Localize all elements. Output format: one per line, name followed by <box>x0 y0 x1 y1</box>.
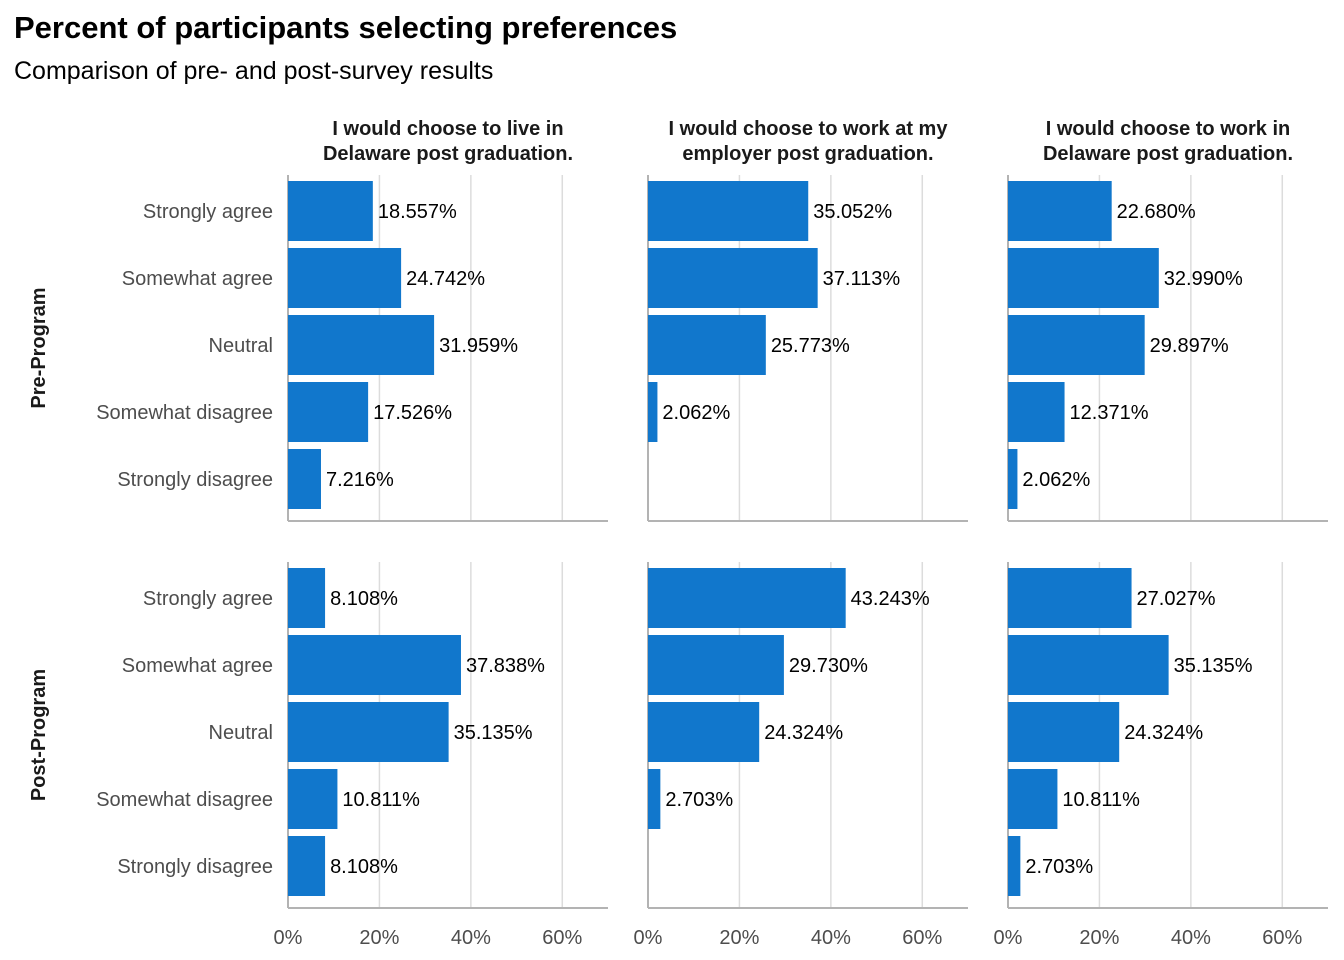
data-label-r0c2-4: 2.062% <box>1022 469 1090 491</box>
x-tick-label-r1c1-3: 60% <box>902 927 942 949</box>
bar-r0c1-3 <box>648 382 658 442</box>
category-label-r0c0-4: Strongly disagree <box>117 469 273 491</box>
data-label-r1c1-2: 24.324% <box>764 722 843 744</box>
bar-r0c2-2 <box>1008 315 1145 375</box>
data-label-r1c2-0: 27.027% <box>1137 588 1216 610</box>
bar-r1c0-4 <box>288 836 326 896</box>
bar-r0c0-3 <box>288 382 369 442</box>
bar-r1c1-1 <box>648 635 784 695</box>
bar-r1c0-0 <box>288 568 326 628</box>
data-label-r1c0-3: 10.811% <box>342 789 420 811</box>
data-label-r1c2-1: 35.135% <box>1174 655 1253 677</box>
data-label-r1c0-2: 35.135% <box>454 722 533 744</box>
data-label-r1c0-4: 8.108% <box>330 856 398 878</box>
bar-r0c2-4 <box>1008 449 1018 509</box>
data-label-r0c1-0: 35.052% <box>813 201 892 223</box>
category-label-r0c0-3: Somewhat disagree <box>96 402 273 424</box>
facet-label-col-1-line2: employer post graduation. <box>682 143 933 165</box>
bar-r1c0-2 <box>288 702 449 762</box>
data-label-r0c2-1: 32.990% <box>1164 268 1243 290</box>
category-label-r0c0-0: Strongly agree <box>143 201 273 223</box>
data-label-r0c0-2: 31.959% <box>439 335 518 357</box>
facet-label-row-0: Pre-Program <box>28 287 50 408</box>
data-label-r0c2-2: 29.897% <box>1150 335 1229 357</box>
x-tick-label-r1c2-0: 0% <box>994 927 1023 949</box>
data-label-r1c2-2: 24.324% <box>1124 722 1203 744</box>
data-label-r1c2-4: 2.703% <box>1025 856 1093 878</box>
bar-r0c0-4 <box>288 449 321 509</box>
category-label-r1c0-2: Neutral <box>209 722 273 744</box>
data-label-r0c0-0: 18.557% <box>378 201 457 223</box>
data-label-r1c1-0: 43.243% <box>851 588 930 610</box>
bar-r0c0-2 <box>288 315 435 375</box>
bar-r1c0-3 <box>288 769 338 829</box>
facet-label-col-0-line1: I would choose to live in <box>332 118 563 140</box>
category-label-r0c0-2: Neutral <box>209 335 273 357</box>
bar-r1c2-4 <box>1008 836 1021 896</box>
category-label-r1c0-3: Somewhat disagree <box>96 789 273 811</box>
data-label-r1c0-1: 37.838% <box>466 655 545 677</box>
x-tick-label-r1c2-2: 40% <box>1171 927 1211 949</box>
data-label-r0c1-1: 37.113% <box>823 268 901 290</box>
facet-label-col-2-line2: Delaware post graduation. <box>1043 143 1293 165</box>
data-label-r0c1-3: 2.062% <box>662 402 730 424</box>
facet-label-col-2-line1: I would choose to work in <box>1046 118 1290 140</box>
x-tick-label-r1c1-0: 0% <box>634 927 663 949</box>
bar-r1c2-0 <box>1008 568 1132 628</box>
category-label-r1c0-1: Somewhat agree <box>122 655 273 677</box>
category-label-r0c0-1: Somewhat agree <box>122 268 273 290</box>
bar-r0c1-0 <box>648 181 809 241</box>
category-label-r1c0-4: Strongly disagree <box>117 856 273 878</box>
data-label-r1c0-0: 8.108% <box>330 588 398 610</box>
bar-r0c1-2 <box>648 315 766 375</box>
x-tick-label-r1c0-1: 20% <box>359 927 399 949</box>
data-label-r0c0-3: 17.526% <box>373 402 452 424</box>
chart-subtitle: Comparison of pre- and post-survey resul… <box>14 57 494 85</box>
facet-label-col-1-line1: I would choose to work at my <box>669 118 949 140</box>
data-label-r0c2-0: 22.680% <box>1117 201 1196 223</box>
data-label-r1c1-3: 2.703% <box>665 789 733 811</box>
facet-label-col-0-line2: Delaware post graduation. <box>323 143 573 165</box>
category-label-r1c0-0: Strongly agree <box>143 588 273 610</box>
x-tick-label-r1c1-2: 40% <box>811 927 851 949</box>
bar-r0c1-1 <box>648 248 818 308</box>
data-label-r0c1-2: 25.773% <box>771 335 850 357</box>
x-tick-label-r1c1-1: 20% <box>719 927 759 949</box>
x-tick-label-r1c0-2: 40% <box>451 927 491 949</box>
bar-r1c1-0 <box>648 568 846 628</box>
facet-label-row-1: Post-Program <box>28 669 50 801</box>
data-label-r0c0-4: 7.216% <box>326 469 394 491</box>
data-label-r0c2-3: 12.371% <box>1070 402 1149 424</box>
bar-r0c0-1 <box>288 248 402 308</box>
bar-r1c1-2 <box>648 702 760 762</box>
data-label-r1c2-3: 10.811% <box>1062 789 1140 811</box>
bar-r0c2-1 <box>1008 248 1159 308</box>
x-tick-label-r1c2-1: 20% <box>1079 927 1119 949</box>
bar-r1c0-1 <box>288 635 461 695</box>
x-tick-label-r1c0-3: 60% <box>542 927 582 949</box>
bar-r0c2-0 <box>1008 181 1112 241</box>
x-tick-label-r1c2-3: 60% <box>1262 927 1302 949</box>
data-label-r0c0-1: 24.742% <box>406 268 485 290</box>
bar-r0c0-0 <box>288 181 373 241</box>
bar-r0c2-3 <box>1008 382 1065 442</box>
bar-r1c2-1 <box>1008 635 1169 695</box>
bar-r1c2-3 <box>1008 769 1058 829</box>
data-label-r1c1-1: 29.730% <box>789 655 868 677</box>
chart-title: Percent of participants selecting prefer… <box>14 10 678 45</box>
x-tick-label-r1c0-0: 0% <box>274 927 303 949</box>
bar-r1c1-3 <box>648 769 661 829</box>
bar-r1c2-2 <box>1008 702 1120 762</box>
